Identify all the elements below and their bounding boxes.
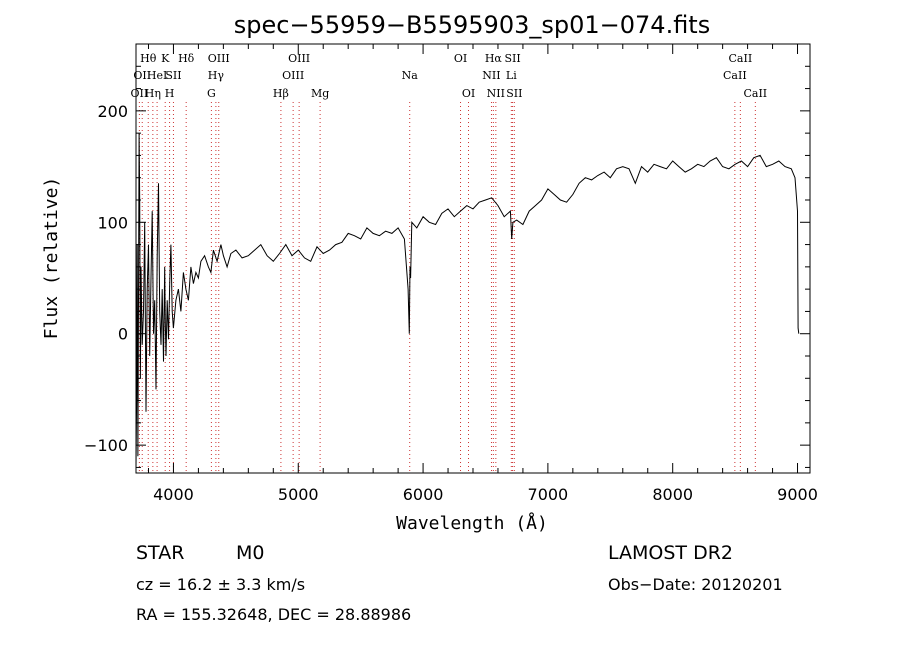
line-marker-label: OI [462, 87, 475, 100]
line-marker-label: Li [506, 69, 517, 82]
observation-date: Obs−Date: 20120201 [608, 575, 783, 594]
line-marker-label: Hγ [208, 69, 225, 82]
y-tick-label: −100 [84, 436, 128, 455]
line-marker-label: OIII [282, 69, 304, 82]
line-marker-label: Mg [311, 87, 329, 100]
line-marker-label: CaII [723, 69, 747, 82]
line-marker-label: G [207, 87, 216, 100]
x-tick-label: 7000 [528, 485, 569, 504]
line-marker-label: NII [487, 87, 505, 100]
object-subclass: M0 [236, 542, 265, 564]
x-tick-label: 4000 [153, 485, 194, 504]
axis-tick-labels: 4000 5000 6000 7000 8000 9000 −100 0 100 200 [84, 102, 818, 504]
x-tick-label: 5000 [278, 485, 319, 504]
x-axis-label: Wavelength (Å) [396, 512, 548, 534]
survey-name: LAMOST DR2 [608, 542, 733, 564]
y-tick-label: 200 [97, 102, 128, 121]
line-marker-label: SII [506, 87, 522, 100]
redshift-velocity: cz = 16.2 ± 3.3 km/s [136, 575, 306, 594]
y-tick-label: 0 [118, 325, 128, 344]
sky-coordinates: RA = 155.32648, DEC = 28.88986 [136, 605, 412, 624]
line-marker-label: OIII [288, 52, 310, 65]
plot-frame [135, 43, 811, 474]
object-class: STAR [136, 542, 185, 564]
line-marker-label: OII [133, 69, 151, 82]
line-marker-label: H [165, 87, 175, 100]
line-marker-label: Hη [145, 87, 161, 100]
line-marker-label: CaII [743, 87, 767, 100]
chart-title: spec−55959−B5595903_sp01−074.fits [234, 11, 710, 39]
line-marker-label: Hα [485, 52, 503, 65]
line-marker-label: NII [482, 69, 500, 82]
line-marker-label: CaII [729, 52, 753, 65]
line-marker-label: SII [504, 52, 520, 65]
y-tick-label: 100 [97, 213, 128, 232]
line-marker-label: SII [165, 69, 181, 82]
x-tick-label: 8000 [652, 485, 693, 504]
line-marker-label: Hβ [273, 87, 289, 100]
line-marker-label: OI [454, 52, 467, 65]
axis-ticks [136, 43, 810, 473]
line-marker-label: HeI [147, 69, 167, 82]
line-marker-label: Hθ [140, 52, 157, 65]
line-marker-label: OIII [208, 52, 230, 65]
x-tick-label: 6000 [403, 485, 444, 504]
line-marker-label: Hδ [178, 52, 195, 65]
spectrum-line [135, 133, 800, 468]
line-marker-label: Na [402, 69, 419, 82]
emission-line-markers: OII OII Hθ Hη HeI K H SII Hδ G Hγ OIII Hβ OIII OIII Mg N… [131, 52, 767, 473]
y-axis-label: Flux (relative) [41, 177, 62, 340]
x-tick-label: 9000 [777, 485, 818, 504]
line-marker-label: K [161, 52, 170, 65]
line-marker-label: OII [131, 87, 149, 100]
